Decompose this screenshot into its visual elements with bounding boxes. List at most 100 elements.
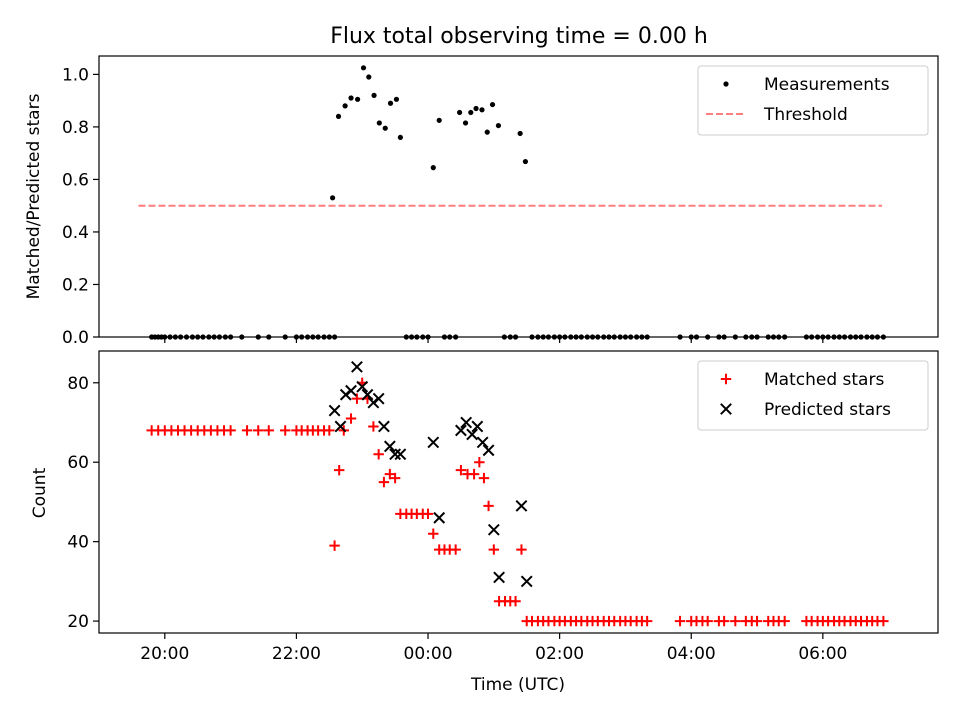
panel-0-series-0-point-33: [355, 96, 361, 102]
top-panel-y-axis-label: Matched/Predicted stars: [24, 93, 44, 299]
panel-0-ytick-label-4: 0.8: [62, 118, 89, 138]
panel-1-series-1-point-20: [482, 444, 495, 457]
panel-1-series-0-point-96: [779, 615, 790, 627]
panel-0-ytick-label-0: 0.0: [62, 328, 89, 348]
panel-1-series-1-point-23: [515, 499, 528, 512]
panel-0-series-0-point-54: [468, 109, 474, 116]
panel-1-series-1: [328, 360, 533, 588]
panel-1-series-0-point-15: [263, 425, 274, 436]
panel-0-series-0-point-63: [517, 130, 523, 137]
panel-1-series-0-point-12: [225, 425, 236, 436]
panel-1-series-1-point-0: [328, 404, 341, 417]
bottom-panel-y-axis: 20 40 60 80: [67, 374, 99, 632]
panel-1-series-0-point-13: [241, 425, 253, 436]
panel-1-series-1-point-13: [427, 436, 440, 449]
panel-1-legend-handle-0: [720, 373, 732, 385]
panel-1-series-0-point-27: [345, 413, 357, 424]
panel-1-series-0-point-57: [510, 596, 521, 607]
panel-1-series-0-point-50: [474, 457, 485, 468]
panel-1-series-1-point-3: [345, 384, 357, 397]
panel-1-xtick-label-5: 06:00: [798, 644, 847, 664]
panel-1-series-0-point-14: [253, 425, 264, 436]
panel-0-series-0-point-59: [495, 122, 502, 129]
panel-1-series-1-point-11: [389, 448, 402, 461]
panel-1-series-1-point-17: [466, 428, 479, 441]
panel-1-series-1-point-9: [378, 420, 390, 433]
panel-1-ytick-label-0: 20: [67, 612, 89, 632]
panel-1-legend-label-0: Matched stars: [764, 370, 884, 390]
panel-1-series-0-point-82: [674, 615, 686, 627]
panel-0-series-0-point-37: [376, 120, 382, 126]
panel-1-series-0-point-86: [702, 615, 713, 627]
panel-0-series-0-point-48: [436, 117, 442, 123]
panel-0-series-0-point-58: [489, 101, 496, 108]
panel-1-series-0-point-23: [324, 425, 335, 436]
panel-0-series-0-point-30: [335, 113, 342, 120]
panel-1-series-0-point-47: [455, 464, 467, 476]
panel-1-series-0-point-46: [450, 544, 461, 555]
top-panel-ratio-plot: 0.0 0.2 0.4 0.6 0.8 1.0 Matched/Predicted sta…: [24, 55, 939, 348]
panel-1-series-0-point-41: [422, 508, 434, 520]
panel-1-series-1-point-8: [372, 392, 385, 405]
panel-0-series-0-point-55: [473, 105, 479, 112]
figure-title: Flux total observing time = 0.00 h: [330, 24, 708, 49]
panel-0-series-0-point-53: [462, 120, 469, 126]
panel-1-series-0-point-25: [333, 464, 345, 476]
panel-1-series-0: [146, 377, 889, 627]
panel-1-series-0-point-34: [384, 468, 396, 480]
panel-0-ytick-label-1: 0.2: [62, 275, 89, 295]
panel-0-ytick-label-5: 1.0: [62, 65, 89, 85]
panel-1-series-1-point-6: [361, 388, 374, 401]
panel-1-series-1-point-4: [351, 360, 363, 373]
panel-1-legend-label-1: Predicted stars: [764, 400, 891, 420]
panel-1-series-1-point-22: [493, 571, 505, 584]
panel-1-series-1-point-5: [356, 380, 369, 393]
panel-0-ytick-label-2: 0.4: [62, 223, 89, 243]
top-panel-legend: Measurements Threshold: [697, 65, 929, 136]
panel-1-series-0-point-32: [373, 449, 384, 460]
panel-1-xtick-label-1: 22:00: [272, 644, 321, 664]
panel-0-series-0-point-40: [393, 96, 400, 102]
panel-1-xtick-label-4: 04:00: [667, 644, 716, 664]
panel-1-series-1-point-12: [394, 448, 407, 461]
panel-0-legend-handle-0: [723, 81, 729, 87]
panel-0-legend-box: [697, 65, 929, 136]
panel-0-series-0-point-39: [387, 100, 394, 106]
panel-1-legend-box: [697, 360, 929, 431]
panel-0-ytick-label-3: 0.6: [62, 170, 89, 190]
bottom-panel-marks: [146, 360, 889, 627]
panel-1-series-0-point-52: [483, 500, 494, 512]
panel-1-series-0-point-31: [368, 421, 379, 432]
panel-0-series-0-point-29: [330, 195, 336, 201]
panel-0-legend-label-0: Measurements: [764, 75, 890, 95]
panel-0-series-0-point-35: [366, 74, 372, 80]
panel-0-series-0-point-31: [342, 103, 348, 109]
panel-1-xtick-label-2: 00:00: [404, 644, 453, 664]
panel-1-series-0-point-24: [329, 540, 340, 551]
panel-1-series-0-point-42: [428, 528, 439, 539]
panel-0-series-0-point-57: [484, 129, 490, 135]
top-panel-y-axis: 0.0 0.2 0.4 0.6 0.8 1.0: [62, 65, 99, 348]
panel-0-series-0-point-36: [371, 92, 377, 98]
panel-1-series-0-point-81: [641, 615, 653, 627]
panel-0-series-0-point-56: [479, 107, 485, 113]
panel-1-series-0-point-58: [516, 544, 527, 555]
panel-1-ytick-label-3: 80: [67, 374, 89, 394]
panel-1-series-0-point-92: [751, 615, 763, 627]
panel-1-ytick-label-1: 40: [67, 533, 89, 553]
panel-1-xtick-label-0: 20:00: [140, 644, 189, 664]
panel-1-ytick-label-2: 60: [67, 453, 89, 473]
panel-1-series-0-point-111: [878, 615, 889, 627]
panel-0-series-0-point-41: [397, 134, 403, 141]
panel-0-series-0-point-38: [382, 125, 388, 131]
panel-1-series-1-point-16: [460, 416, 473, 429]
panel-1-series-0-point-53: [488, 544, 500, 555]
panel-1-series-1-point-18: [471, 420, 484, 433]
panel-1-series-0-point-35: [389, 472, 401, 484]
panel-1-series-1-point-1: [334, 420, 347, 433]
panel-1-series-0-point-16: [280, 425, 291, 436]
panel-1-legend-handle-1: [720, 403, 732, 415]
panel-1-series-0-point-51: [478, 472, 490, 484]
